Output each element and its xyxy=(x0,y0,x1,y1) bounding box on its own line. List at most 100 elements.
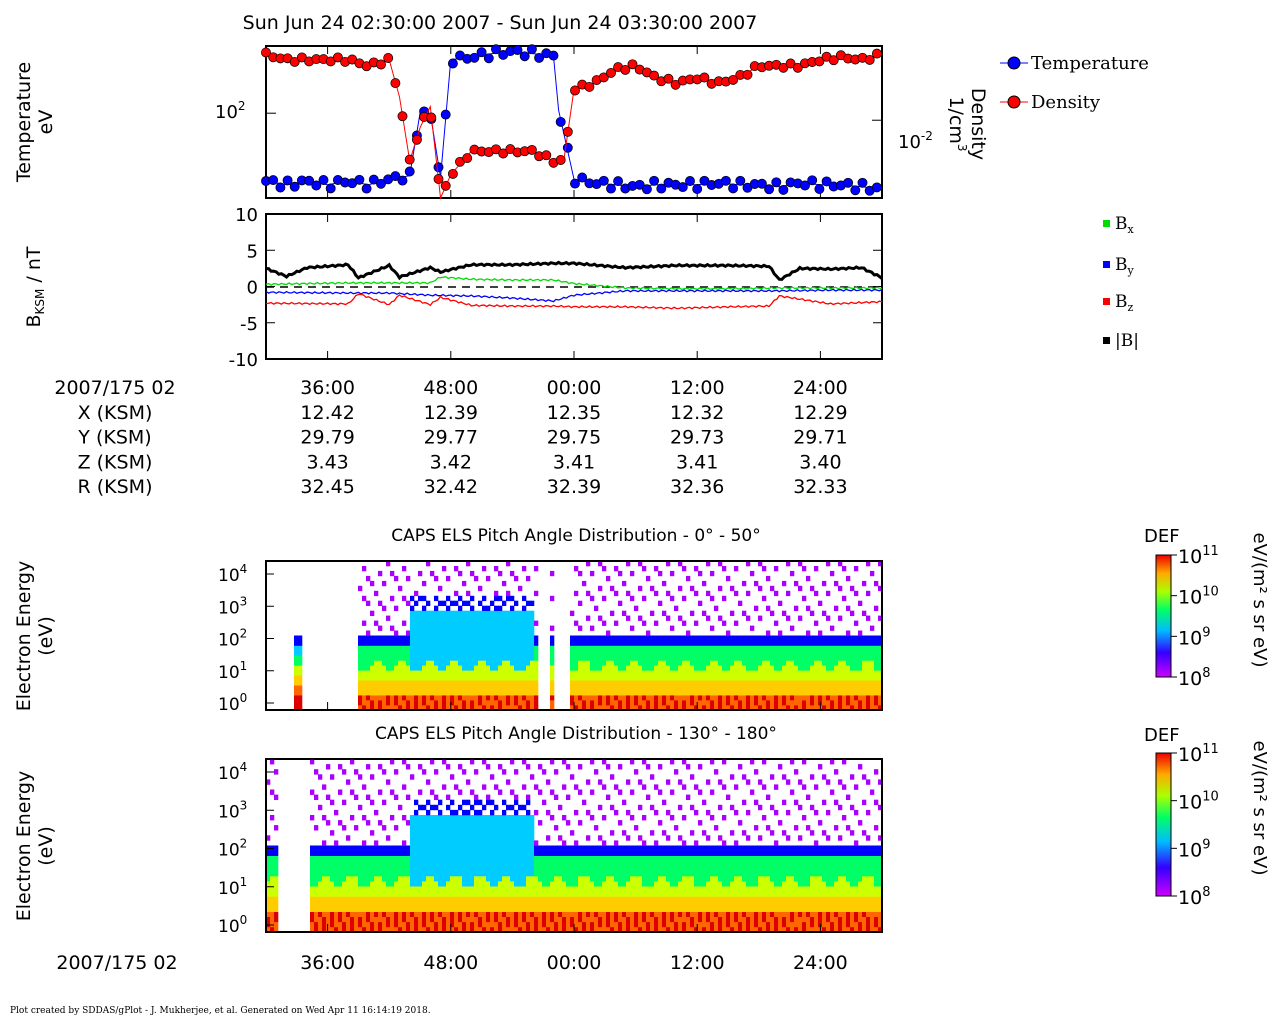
series-temperature-point xyxy=(433,162,444,173)
spectrogram-cell xyxy=(422,860,427,867)
spectrogram-cell xyxy=(590,655,595,661)
spectrogram-cell xyxy=(694,665,699,671)
spectrogram-cell xyxy=(454,600,459,606)
spectrogram-cell xyxy=(598,779,603,785)
spectrogram-cell xyxy=(478,695,483,701)
spectrogram-cell xyxy=(622,881,627,887)
spectrogram-cell xyxy=(642,886,647,892)
spectrogram-cell xyxy=(670,660,675,666)
spectrogram-cell xyxy=(466,610,471,616)
spectrogram-cell xyxy=(490,865,495,872)
spectrogram-cell xyxy=(470,901,475,907)
spectrogram-cell xyxy=(386,561,391,567)
spectrogram-cell xyxy=(410,855,415,862)
series-temperature-point xyxy=(728,183,739,194)
spectrogram-cell xyxy=(422,926,427,933)
spectrogram-cell xyxy=(518,685,523,691)
spectrogram-cell xyxy=(726,700,731,706)
spectrogram-cell xyxy=(646,685,651,691)
spectrogram-cell xyxy=(530,685,535,691)
spectrogram-cell xyxy=(310,926,315,933)
spectrogram-cell xyxy=(462,630,467,636)
spectrogram-cell xyxy=(434,630,439,636)
spectrogram-cell xyxy=(570,675,575,681)
spectrogram-cell xyxy=(834,675,839,681)
spectrogram-cell xyxy=(858,705,863,711)
spectrogram-cell xyxy=(442,695,447,701)
spectrogram-cell xyxy=(702,870,707,877)
spectrogram-cell xyxy=(658,665,663,671)
spectrogram-cell xyxy=(574,860,579,867)
ephemeris-value: 29.79 xyxy=(300,427,354,449)
spectrogram-cell xyxy=(642,595,647,602)
spectrogram-cell xyxy=(374,870,379,877)
spectrogram-cell xyxy=(326,921,331,928)
spectrogram-cell xyxy=(446,825,451,831)
spectrogram-cell xyxy=(410,881,415,887)
spectrogram-cell xyxy=(638,921,643,928)
spectrogram-cell xyxy=(602,640,607,646)
spectrogram-cell xyxy=(418,610,423,616)
spectrogram-cell xyxy=(722,815,727,821)
spectrogram-cell xyxy=(494,876,499,882)
spectrogram-cell xyxy=(718,860,723,867)
spectrogram-cell xyxy=(674,891,679,897)
spectrogram-cell xyxy=(686,916,691,923)
spectrogram-cell xyxy=(650,906,655,912)
spectrogram-cell xyxy=(550,855,555,862)
spectrogram-cell xyxy=(778,700,783,706)
spectrogram-cell xyxy=(730,921,735,928)
spectrogram-cell xyxy=(378,860,383,867)
spectrogram-cell xyxy=(406,901,411,907)
spectrogram-cell xyxy=(466,825,471,831)
spectrogram-cell xyxy=(830,650,835,656)
spectrogram-cell xyxy=(318,926,323,933)
spectrogram-cell xyxy=(630,815,635,821)
spectrogram-cell xyxy=(818,670,823,676)
spectrogram-cell xyxy=(610,665,615,671)
spectrogram-cell xyxy=(346,881,351,887)
spectrogram-cell xyxy=(690,845,695,851)
spectrogram-cell xyxy=(666,665,671,671)
spectrogram-cell xyxy=(422,630,427,636)
spectrogram-cell xyxy=(566,870,571,877)
spectrogram-cell xyxy=(598,705,603,711)
series-density-point xyxy=(606,67,616,78)
spectrogram-cell xyxy=(466,660,471,666)
spectrogram-cell xyxy=(666,615,671,621)
spectrogram-cell xyxy=(714,605,719,611)
spectrogram-cell xyxy=(522,705,527,711)
spectrogram-cell xyxy=(666,881,671,887)
series-temperature-point xyxy=(491,44,501,55)
spectrogram-cell xyxy=(454,911,459,917)
ephemeris-value: 12.35 xyxy=(547,402,601,424)
spectrogram-cell xyxy=(482,784,487,790)
spectrogram-cell xyxy=(406,865,411,872)
spectrogram-cell xyxy=(606,850,611,856)
spectrogram-cell xyxy=(838,645,843,651)
spectrogram-cell xyxy=(662,855,667,862)
spectrogram-cell xyxy=(486,675,491,681)
spectrogram-cell xyxy=(426,815,431,821)
spectrogram-cell xyxy=(642,784,647,790)
spectrogram-cell xyxy=(498,825,503,831)
spectrogram-cell xyxy=(678,650,683,656)
spectrogram-cell xyxy=(666,886,671,892)
spectrogram-cell xyxy=(390,680,395,686)
spectrogram-cell xyxy=(370,881,375,887)
spectrogram1-ylabel: Electron Energy xyxy=(13,561,35,712)
spectrogram-cell xyxy=(774,695,779,701)
spectrogram-cell xyxy=(414,645,419,651)
spectrogram-cell xyxy=(446,845,451,851)
spectrogram-cell xyxy=(422,615,427,621)
spectrogram-cell xyxy=(342,881,347,887)
spectrogram-cell xyxy=(722,680,727,686)
spectrogram-cell xyxy=(658,901,663,907)
spectrogram-cell xyxy=(590,911,595,917)
spectrogram-cell xyxy=(498,685,503,691)
spectrogram-cell xyxy=(326,855,331,862)
spectrogram-cell xyxy=(298,640,303,646)
spectrogram-cell xyxy=(410,830,415,836)
spectrogram-cell xyxy=(510,700,515,706)
spectrogram-cell xyxy=(762,690,767,696)
